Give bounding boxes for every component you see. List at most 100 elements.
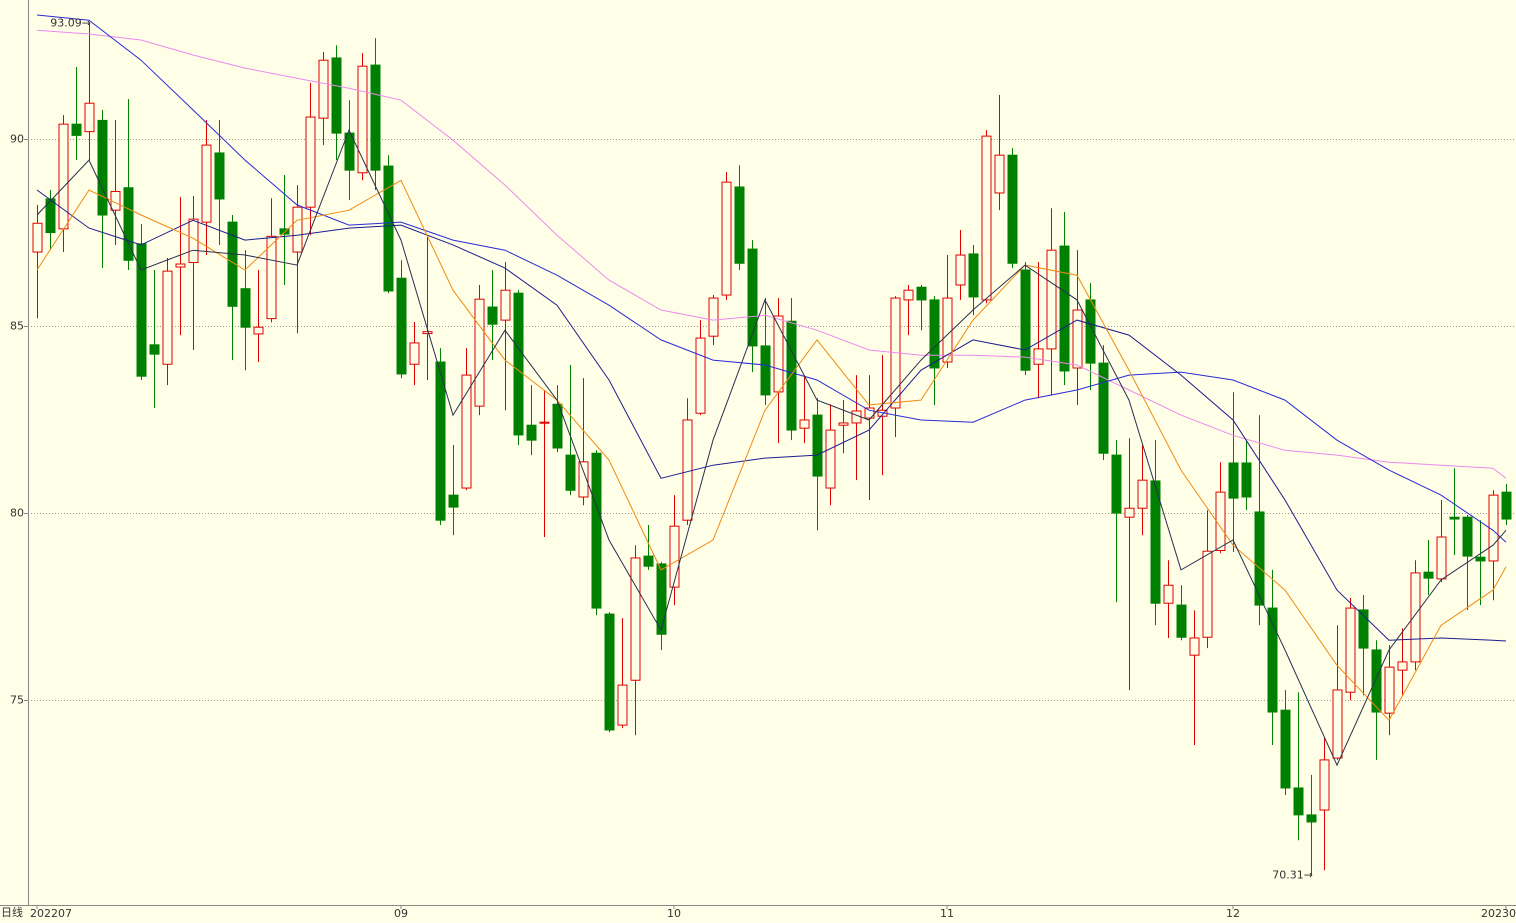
candle-body — [994, 154, 1005, 194]
candle-body — [1124, 507, 1135, 518]
x-tick-label: 202207 — [30, 907, 72, 920]
candle-body — [539, 421, 550, 424]
candle-body — [1319, 759, 1330, 811]
candle-body — [721, 181, 732, 296]
candle-body — [682, 419, 693, 521]
moving-average-line — [36, 189, 1507, 642]
candle-body — [331, 57, 342, 134]
candle-body — [1267, 607, 1278, 713]
candle-body — [1397, 661, 1408, 671]
candle-body — [552, 403, 563, 449]
candle-body — [175, 263, 186, 268]
candle-body — [1163, 584, 1174, 604]
candle-body — [825, 429, 836, 489]
candle-body — [409, 342, 420, 365]
candle-body — [578, 461, 589, 498]
x-tick-label: 09 — [394, 907, 408, 920]
candle-body — [1215, 491, 1226, 551]
candle-body — [32, 222, 43, 253]
candle-body — [1098, 362, 1109, 454]
candle-body — [838, 422, 849, 426]
candle-body — [747, 248, 758, 347]
candle-body — [1280, 709, 1291, 789]
candle-body — [253, 326, 264, 335]
candle-body — [1137, 479, 1148, 509]
candle-body — [461, 374, 472, 489]
candle-body — [929, 299, 940, 369]
candle-body — [435, 361, 446, 521]
candle-body — [1423, 571, 1434, 579]
candle-body — [227, 221, 238, 307]
extreme-annotation: 93.09→ — [50, 17, 91, 30]
candle-body — [812, 414, 823, 477]
candle-body — [786, 320, 797, 431]
candle-body — [903, 289, 914, 301]
candle-body — [474, 298, 485, 407]
candle-body — [1449, 516, 1460, 520]
candle-body — [1007, 154, 1018, 264]
candle-body — [630, 557, 641, 681]
candle-body — [500, 289, 511, 321]
x-tick-label: 11 — [940, 907, 954, 920]
moving-average-line — [36, 29, 1507, 479]
candle-body — [968, 253, 979, 298]
candle-body — [1254, 511, 1265, 606]
candle-body — [1384, 666, 1395, 714]
candle-body — [344, 132, 355, 171]
candle-body — [1033, 348, 1044, 365]
candle-body — [396, 277, 407, 375]
candle-body — [1111, 454, 1122, 514]
candle-body — [1332, 689, 1343, 759]
period-label: 日线 — [1, 905, 23, 919]
candle-body — [58, 123, 69, 230]
candle-body — [279, 228, 290, 235]
y-tick-label: 80 — [10, 507, 24, 520]
candle-body — [526, 424, 537, 441]
candle-body — [513, 292, 524, 436]
candle-body — [565, 454, 576, 491]
moving-average-line — [36, 179, 1507, 722]
candle-body — [201, 144, 212, 223]
candle-body — [1241, 462, 1252, 498]
candle-body — [1358, 609, 1369, 649]
candle-body — [136, 243, 147, 377]
candle-body — [370, 64, 381, 171]
candle-body — [214, 152, 225, 200]
candle-body — [669, 525, 680, 588]
y-tick-label: 90 — [10, 133, 24, 146]
candle-body — [305, 116, 316, 208]
candle-body — [760, 345, 771, 396]
candle-body — [1150, 480, 1161, 604]
candle-body — [864, 407, 875, 419]
candle-body — [123, 187, 134, 261]
candle-body — [487, 306, 498, 325]
candle-body — [1059, 245, 1070, 372]
candle-body — [1410, 572, 1421, 663]
x-tick-label: 12 — [1226, 907, 1240, 920]
candle-body — [422, 331, 433, 335]
candle-body — [1306, 814, 1317, 823]
candle-body — [357, 65, 368, 174]
candle-body — [591, 452, 602, 609]
candle-body — [1501, 491, 1512, 520]
candle-body — [1436, 536, 1447, 580]
candle-body — [799, 419, 810, 429]
candle-body — [734, 186, 745, 264]
candle-body — [1293, 787, 1304, 816]
candle-body — [448, 494, 459, 508]
candle-body — [1072, 309, 1083, 369]
y-tick-label: 75 — [10, 694, 24, 707]
candle-body — [162, 270, 173, 365]
candle-body — [318, 59, 329, 119]
candle-body — [1228, 462, 1239, 499]
candle-body — [604, 613, 615, 731]
candle-body — [149, 344, 160, 355]
candle-body — [617, 684, 628, 726]
candle-body — [851, 410, 862, 424]
candle-body — [1020, 269, 1031, 371]
candle-body — [773, 315, 784, 393]
x-tick-label: 20230 — [1481, 907, 1516, 920]
